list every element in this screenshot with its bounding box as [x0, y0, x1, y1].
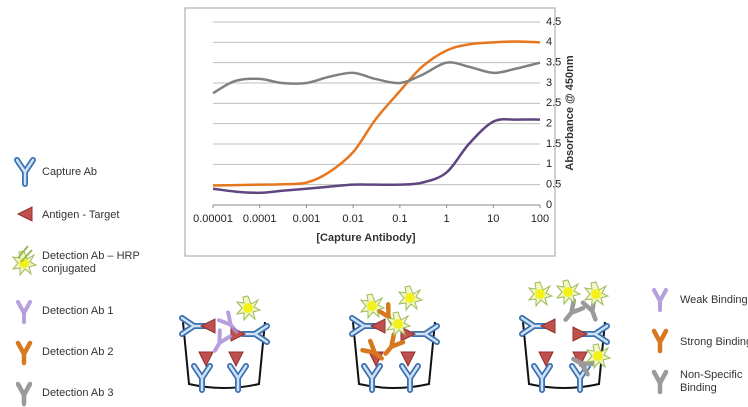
well-2 [352, 285, 437, 390]
y-tick-label: 0.5 [546, 179, 561, 191]
series-line [212, 40, 541, 187]
plot: 0 0.5 1 1.5 2 2.5 3 3.5 4 4.5 0.00001 0.0001 0.001 0.… [193, 16, 561, 225]
legend-label: Detection Ab 2 [42, 346, 114, 358]
wells-diagram [182, 321, 606, 389]
x-tick-label: 10 [487, 213, 499, 225]
y-tick-label: 3 [546, 77, 552, 89]
legend-left: Capture Ab Antigen - Target Detection Ab –… [42, 166, 140, 399]
legend-label: Binding [680, 382, 717, 394]
x-tick-label: 0.1 [392, 213, 407, 225]
legend-label: Detection Ab – HRP [42, 250, 140, 262]
y-tick-label: 0 [546, 199, 552, 211]
legend-label: Non-Specific [680, 369, 743, 381]
x-tick-label: 100 [531, 213, 549, 225]
legend-right: Weak Binding Strong Binding Non-SpecificBi… [680, 294, 748, 394]
legend-label: Detection Ab 1 [42, 305, 114, 317]
chart-frame [184, 7, 556, 257]
legend-label: Antigen - Target [42, 209, 119, 221]
y-tick-label: 4.5 [546, 16, 561, 28]
y-tick-label: 2 [546, 118, 552, 130]
y-tick-label: 4 [546, 36, 552, 48]
series-line [212, 61, 541, 95]
legend-label: conjugated [42, 263, 96, 275]
x-tick-label: 0.00001 [193, 213, 233, 225]
legend-right-icons [654, 288, 666, 392]
x-tick-label: 0.0001 [243, 213, 277, 225]
legend-label: Strong Binding [680, 336, 748, 348]
y-axis-label: Absorbance @ 450nm [564, 55, 576, 170]
x-axis-label: [Capture Antibody] [316, 232, 416, 244]
y-tick-label: 1 [546, 158, 552, 170]
well-1 [182, 295, 267, 390]
legend-label: Capture Ab [42, 166, 97, 178]
legend-left-icons [12, 160, 37, 404]
y-tick-label: 2.5 [546, 97, 561, 109]
series-line [212, 117, 541, 195]
legend-label: Detection Ab 3 [42, 387, 114, 399]
x-tick-label: 1 [444, 213, 450, 225]
y-tick-label: 1.5 [546, 138, 561, 150]
legend-label: Weak Binding [680, 294, 748, 306]
x-tick-label: 0.001 [293, 213, 321, 225]
well-3 [522, 279, 611, 390]
y-tick-label: 3.5 [546, 57, 561, 69]
x-tick-label: 0.01 [342, 213, 363, 225]
